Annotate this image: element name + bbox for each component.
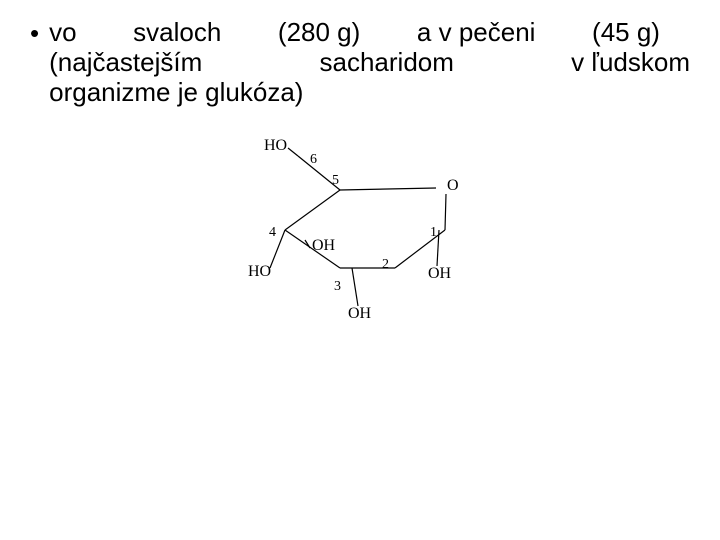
word: sacharidom bbox=[320, 48, 454, 78]
word: (45 g) bbox=[592, 18, 690, 48]
svg-text:1: 1 bbox=[430, 225, 437, 240]
svg-text:4: 4 bbox=[269, 225, 276, 240]
slide-content: • vo svaloch (280 g) a v pečeni (45 g) (… bbox=[0, 0, 720, 348]
svg-text:3: 3 bbox=[334, 279, 341, 294]
bullet-text: vo svaloch (280 g) a v pečeni (45 g) (na… bbox=[49, 18, 690, 108]
text-line-1: vo svaloch (280 g) a v pečeni (45 g) bbox=[49, 18, 690, 48]
text-line-2: (najčastejším sacharidom v ľudskom bbox=[49, 48, 690, 78]
svg-text:HO: HO bbox=[248, 263, 271, 280]
bullet-marker: • bbox=[30, 18, 39, 49]
svg-text:HO: HO bbox=[264, 137, 287, 154]
word: v ľudskom bbox=[571, 48, 690, 78]
svg-text:2: 2 bbox=[382, 257, 389, 272]
word: (najčastejším bbox=[49, 48, 202, 78]
glucose-structure-diagram: O HO 65 4 HO OH 3 OH 2 OH 1 bbox=[210, 118, 510, 348]
svg-text:5: 5 bbox=[332, 173, 339, 188]
word: svaloch bbox=[133, 18, 221, 48]
svg-text:OH: OH bbox=[312, 237, 336, 254]
word: vo bbox=[49, 18, 76, 48]
svg-text:OH: OH bbox=[428, 265, 452, 282]
glucose-diagram-container: O HO 65 4 HO OH 3 OH 2 OH 1 bbox=[30, 118, 690, 348]
text-line-3: organizme je glukóza) bbox=[49, 78, 690, 108]
svg-text:6: 6 bbox=[310, 152, 317, 167]
word: (280 g) bbox=[278, 18, 360, 48]
bullet-item: • vo svaloch (280 g) a v pečeni (45 g) (… bbox=[30, 18, 690, 108]
svg-text:OH: OH bbox=[348, 305, 372, 322]
word: a v pečeni bbox=[417, 18, 536, 48]
svg-text:O: O bbox=[447, 177, 459, 194]
